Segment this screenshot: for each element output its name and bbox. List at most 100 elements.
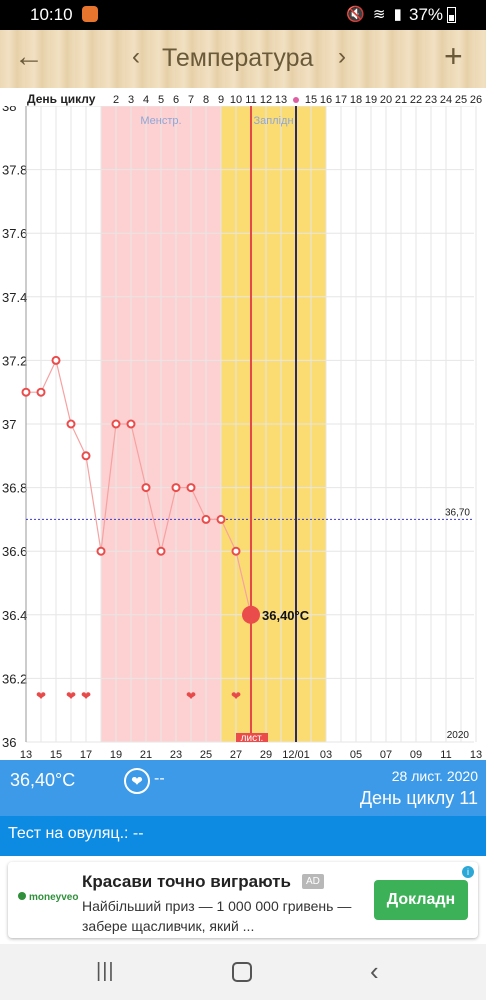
temperature-point [111,419,121,429]
heart-value: -- [154,770,165,787]
status-system-icons: 🔇 ≋ ▮ [346,6,404,23]
temperature-point [66,419,76,429]
temperature-point [36,387,46,397]
cycle-day-label: 10 [230,94,242,106]
ad-info-icon[interactable]: i [462,866,474,878]
month-marker-bg [236,733,268,742]
x-tick-label: 13 [20,749,32,760]
heart-marker-icon: ❤ [186,689,196,703]
chart-svg[interactable]: 3 8 37.8 37.6 37.4 37.2 37 36.8 36.6 36.4 36.2 36 Де… [0,88,486,761]
heart-marker-icon: ❤ [81,689,91,703]
ad-badge: AD [302,874,324,889]
x-tick-label: 12/01 [282,749,310,760]
y-tick-label: 37.4 [2,290,27,305]
temperature-point [141,483,151,493]
ad-description: Найбільший приз — 1 000 000 гривень — за… [82,898,352,934]
y-tick-label: 36.4 [2,608,27,623]
home-icon[interactable] [232,962,252,982]
battery-icon [447,7,456,23]
heart-marker-icon: ❤ [231,689,241,703]
cycle-day-label: 25 [455,94,467,106]
nav-back-icon[interactable]: ‹ [370,956,379,986]
cycle-day-label: 16 [320,94,332,106]
x-tick-label: 15 [50,749,62,760]
x-tick-label: 03 [320,749,332,760]
cycle-header-bg [0,88,486,106]
x-tick-label: 09 [410,749,422,760]
back-arrow-icon[interactable]: ← [14,40,44,73]
x-tick-label: 17 [80,749,92,760]
temperature-chart[interactable]: 3 8 37.8 37.6 37.4 37.2 37 36.8 36.6 36.4 36.2 36 Де… [0,88,486,761]
selected-temperature-point [242,605,260,624]
phase-label-fertile: Заплідн [253,115,293,127]
x-tick-label: 13 [470,749,482,760]
x-tick-label: 23 [170,749,182,760]
x-tick-label: 19 [110,749,122,760]
next-chart-chevron-icon[interactable]: › [338,43,346,70]
cycle-day-label: 4 [143,94,149,106]
y-tick-label: 37.2 [2,353,27,368]
x-tick-label: 25 [200,749,212,760]
ovulation-test-label: Тест на овуляц.: -- [8,825,144,842]
cycle-day-label: 19 [365,94,377,106]
x-tick-label: 05 [350,749,362,760]
y-tick-label: 37.8 [2,163,27,178]
temperature-line [26,358,252,615]
cycle-day-label: 24 [440,94,452,106]
cycle-day-label: 15 [305,94,317,106]
cycle-day-label: 8 [203,94,209,106]
temperature-point [51,355,61,365]
temperature-point [216,514,226,524]
cycle-day-label: 18 [350,94,362,106]
ovulation-dot [293,97,299,103]
y-tick-label: 36.8 [2,481,27,496]
heart-marker-icon: ❤ [36,689,46,703]
battery-percent: 37% [409,5,444,24]
cycle-day-label: 6 [173,94,179,106]
add-plus-icon[interactable]: + [444,38,463,74]
coverline-label: 36,70 [445,507,470,518]
ad-logo-dot-icon [18,892,26,900]
temperature-point [171,483,181,493]
y-tick-label: 37 [2,417,16,432]
y-tick-label: 36.2 [2,671,27,686]
temperature-point [21,387,31,397]
status-bar: 10:10 🔇 ≋ ▮ 37% [0,0,486,30]
page-title: Температура [162,44,314,72]
ad-cta-button[interactable]: Докладн [374,880,468,920]
heart-marker-icon: ❤ [66,689,76,703]
cycle-day-label: 12 [260,94,272,106]
y-tick-label: 36 [2,735,16,750]
system-nav-bar: ||| ‹ [0,944,486,1000]
temperature-point [96,546,106,556]
month-marker-label: лист. [241,733,264,744]
cycle-day-label: 13 [275,94,287,106]
x-tick-label: 21 [140,749,152,760]
cycle-day-label: 26 [470,94,482,106]
temperature-point [126,419,136,429]
toolbar: ← ‹ Температура › + [0,30,486,88]
year-label: 2020 [447,730,470,741]
cycle-day-label: 21 [395,94,407,106]
cycle-day-label: 2 [113,94,119,106]
selected-cycle-day: День циклу 11 [359,788,478,808]
heart-icon[interactable]: ❤ [124,768,150,794]
ad-banner[interactable]: moneyveo Красави точно виграють AD Найбі… [8,862,478,938]
day-info-bar: 36,40°C ❤ -- 28 лист. 2020 День циклу 11 [0,760,486,816]
temperature-point [81,451,91,461]
prev-chart-chevron-icon[interactable]: ‹ [132,43,140,70]
cycle-day-label: 9 [218,94,224,106]
status-time: 10:10 [30,5,73,24]
app-notification-icon [82,6,98,22]
ovulation-test-bar[interactable]: Тест на овуляц.: -- [0,816,486,856]
phase-label-menstruation: Менстр. [140,115,181,127]
cycle-day-label: 11 [245,94,256,106]
cycle-day-label: 17 [335,94,347,106]
cycle-header-label: День циклу [27,92,96,106]
x-tick-label: 07 [380,749,392,760]
selected-date: 28 лист. 2020 [391,768,478,784]
cycle-day-label: 7 [188,94,194,106]
recent-apps-icon[interactable]: ||| [96,960,115,982]
ad-brand-name: moneyveo [29,892,79,903]
cycle-day-label: 20 [380,94,392,106]
